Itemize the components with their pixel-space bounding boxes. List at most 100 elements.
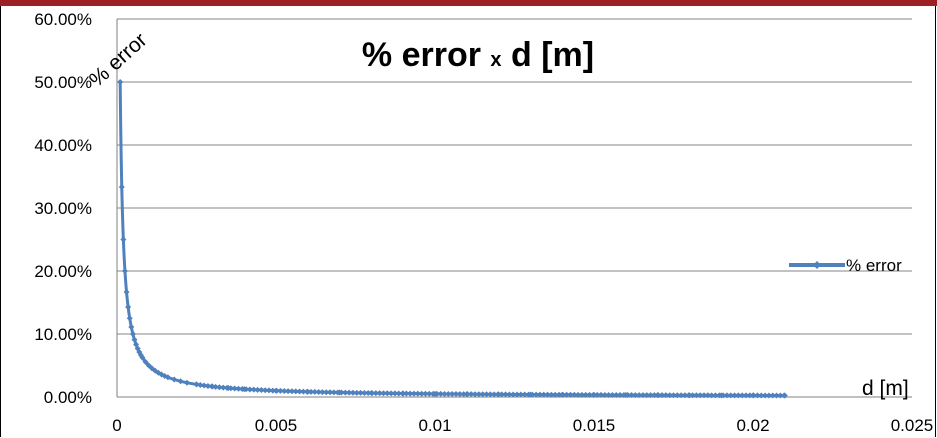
data-point <box>750 392 757 399</box>
x-tick-label: 0 <box>112 416 121 435</box>
data-point <box>723 392 730 399</box>
data-point <box>296 388 303 395</box>
data-point <box>559 391 566 398</box>
data-point <box>231 385 238 392</box>
data-point <box>491 391 498 398</box>
data-point <box>506 391 513 398</box>
data-point <box>662 392 669 399</box>
data-point <box>277 387 284 394</box>
data-point <box>334 389 341 396</box>
data-point <box>266 387 273 394</box>
data-point <box>227 385 234 392</box>
data-point <box>376 390 383 397</box>
data-point <box>177 378 184 385</box>
data-point <box>307 388 314 395</box>
data-point <box>678 392 685 399</box>
data-point <box>624 392 631 399</box>
data-point <box>586 391 593 398</box>
data-point <box>670 392 677 399</box>
data-point <box>552 391 559 398</box>
data-point <box>142 358 149 365</box>
data-point <box>319 389 326 396</box>
data-point <box>288 388 295 395</box>
data-point <box>243 386 250 393</box>
y-tick-label: 10.00% <box>34 325 92 344</box>
x-tick-labels: 0 0.005 0.01 0.015 0.02 0.025 <box>112 416 933 435</box>
data-point <box>250 386 257 393</box>
data-point <box>590 391 597 398</box>
data-point <box>594 391 601 398</box>
data-point <box>681 392 688 399</box>
data-point <box>418 390 425 397</box>
y-tick-label: 30.00% <box>34 199 92 218</box>
data-point <box>212 383 219 390</box>
data-point <box>281 388 288 395</box>
data-point <box>731 392 738 399</box>
x-tick-label: 0.005 <box>255 416 298 435</box>
data-point <box>536 391 543 398</box>
data-point <box>605 391 612 398</box>
data-point <box>353 389 360 396</box>
y-tick-labels: 0.00% 10.00% 20.00% 30.00% 40.00% 50.00% 60.00… <box>34 10 92 407</box>
data-point <box>330 389 337 396</box>
data-point <box>388 390 395 397</box>
data-point <box>123 288 130 295</box>
data-point <box>411 390 418 397</box>
y-tick-label: 0.00% <box>44 388 92 407</box>
data-point <box>183 379 190 386</box>
y-tick-label: 50.00% <box>34 73 92 92</box>
data-point <box>769 392 776 399</box>
data-point <box>479 391 486 398</box>
data-point <box>262 387 269 394</box>
data-point <box>357 389 364 396</box>
data-point <box>765 392 772 399</box>
data-point <box>716 392 723 399</box>
legend: % error <box>789 256 902 275</box>
data-point <box>743 392 750 399</box>
x-tick-label: 0.015 <box>573 416 616 435</box>
data-point <box>697 392 704 399</box>
data-point <box>224 384 231 391</box>
data-point <box>391 390 398 397</box>
data-point <box>131 336 138 343</box>
data-point <box>563 391 570 398</box>
chart-title: % error x d [m] <box>362 36 594 74</box>
data-point <box>781 392 788 399</box>
data-point <box>145 362 152 369</box>
data-point <box>164 374 171 381</box>
legend-label: % error <box>846 256 902 275</box>
data-point <box>216 384 223 391</box>
data-point <box>578 391 585 398</box>
data-point <box>609 391 616 398</box>
data-point <box>254 386 261 393</box>
data-point <box>666 392 673 399</box>
data-point <box>514 391 521 398</box>
data-point <box>727 392 734 399</box>
data-point <box>239 386 246 393</box>
data-point <box>120 236 127 243</box>
data-point <box>571 391 578 398</box>
data-point <box>620 392 627 399</box>
data-point <box>754 392 761 399</box>
data-point <box>139 354 146 361</box>
data-point <box>548 391 555 398</box>
x-tick-label: 0.01 <box>418 416 451 435</box>
data-point <box>125 303 132 310</box>
data-point <box>529 391 536 398</box>
chart-title-part-2: d [m] <box>502 36 595 74</box>
data-point <box>701 392 708 399</box>
data-point <box>601 391 608 398</box>
y-tick-label: 40.00% <box>34 136 92 155</box>
data-point <box>384 390 391 397</box>
data-point <box>460 391 467 398</box>
data-point <box>636 392 643 399</box>
data-point <box>193 381 200 388</box>
data-point <box>777 392 784 399</box>
data-point <box>639 392 646 399</box>
data-point <box>472 391 479 398</box>
data-point <box>689 392 696 399</box>
data-point <box>655 392 662 399</box>
data-point <box>575 391 582 398</box>
data-point <box>437 390 444 397</box>
